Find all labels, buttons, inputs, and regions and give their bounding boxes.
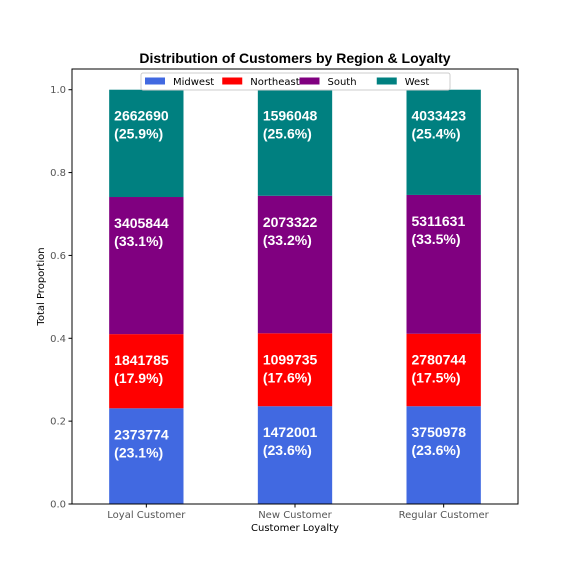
data-label-count: 1841785 (114, 352, 169, 368)
y-tick-label: 0.6 (50, 251, 66, 262)
legend-swatch-northeast (222, 77, 243, 85)
bar-segment-west-3 (406, 89, 481, 195)
data-label-percent: (25.6%) (263, 126, 312, 142)
y-tick-label: 0.8 (50, 168, 66, 179)
x-tick-label: Regular Customer (399, 510, 490, 521)
data-label-percent: (23.6%) (412, 442, 461, 458)
bar-segment-midwest-2 (257, 406, 333, 504)
data-label-percent: (25.4%) (412, 126, 461, 142)
bar-segment-northeast-1 (109, 334, 184, 409)
x-tick-label: New Customer (258, 510, 332, 521)
bars-group (109, 89, 481, 504)
bar-segment-west-1 (109, 89, 184, 198)
x-axis-ticks: Loyal Customer New Customer Regular Custom… (107, 504, 490, 521)
data-label-count: 1472001 (263, 424, 318, 440)
bar-segment-northeast-2 (257, 333, 333, 407)
legend-swatch-west (376, 77, 397, 85)
y-axis-label: Total Proportion (36, 247, 47, 326)
y-tick-label: 1.0 (50, 85, 66, 96)
bar-segment-midwest-1 (109, 408, 184, 504)
data-label-count: 2373774 (114, 426, 169, 442)
legend-box (140, 72, 451, 91)
data-label-count: 5311631 (412, 213, 466, 229)
data-label-percent: (17.5%) (412, 370, 461, 386)
y-tick-label: 0.4 (50, 334, 66, 345)
data-label-percent: (23.6%) (263, 442, 312, 458)
data-label-percent: (33.5%) (412, 231, 461, 247)
chart-title: Distribution of Customers by Region & Lo… (139, 50, 450, 66)
legend-swatch-south (299, 77, 320, 85)
data-label-count: 4033423 (412, 108, 467, 124)
x-tick-label: Loyal Customer (107, 510, 186, 521)
data-label-percent: (23.1%) (114, 444, 163, 460)
data-label-count: 2073322 (263, 214, 318, 230)
data-label-percent: (17.6%) (263, 369, 312, 385)
bar-segment-midwest-3 (406, 406, 481, 504)
bar-segment-south-2 (257, 195, 333, 334)
legend: Midwest Northeast South West (140, 72, 451, 91)
x-axis-label: Customer Loyalty (251, 523, 339, 534)
data-label-count: 2780744 (412, 352, 467, 368)
bar-segment-south-3 (406, 194, 481, 334)
data-label-percent: (33.2%) (263, 232, 312, 248)
bar-labels-group: 2373774 (23.1%) 1841785 (17.9%) 3405844 (33.1… (114, 108, 466, 461)
legend-label-west: West (405, 77, 430, 88)
data-label-count: 3750978 (412, 424, 467, 440)
legend-label-midwest: Midwest (173, 77, 214, 88)
legend-swatch-midwest (145, 77, 165, 85)
data-label-count: 1596048 (263, 108, 318, 124)
data-label-percent: (25.9%) (114, 126, 163, 142)
legend-label-northeast: Northeast (250, 77, 299, 88)
data-label-count: 3405844 (114, 215, 169, 231)
legend-label-south: South (328, 77, 357, 88)
data-label-percent: (33.1%) (114, 233, 163, 249)
data-label-percent: (17.9%) (114, 370, 163, 386)
data-label-count: 1099735 (263, 351, 318, 367)
y-tick-label: 0.0 (50, 500, 66, 511)
bar-segment-west-2 (257, 89, 333, 196)
bar-segment-south-1 (109, 197, 184, 335)
y-axis-ticks: 0.0 0.2 0.4 0.6 0.8 1.0 (50, 85, 72, 511)
bar-segment-northeast-3 (406, 333, 481, 407)
data-label-count: 2662690 (114, 108, 169, 124)
y-tick-label: 0.2 (50, 417, 66, 428)
